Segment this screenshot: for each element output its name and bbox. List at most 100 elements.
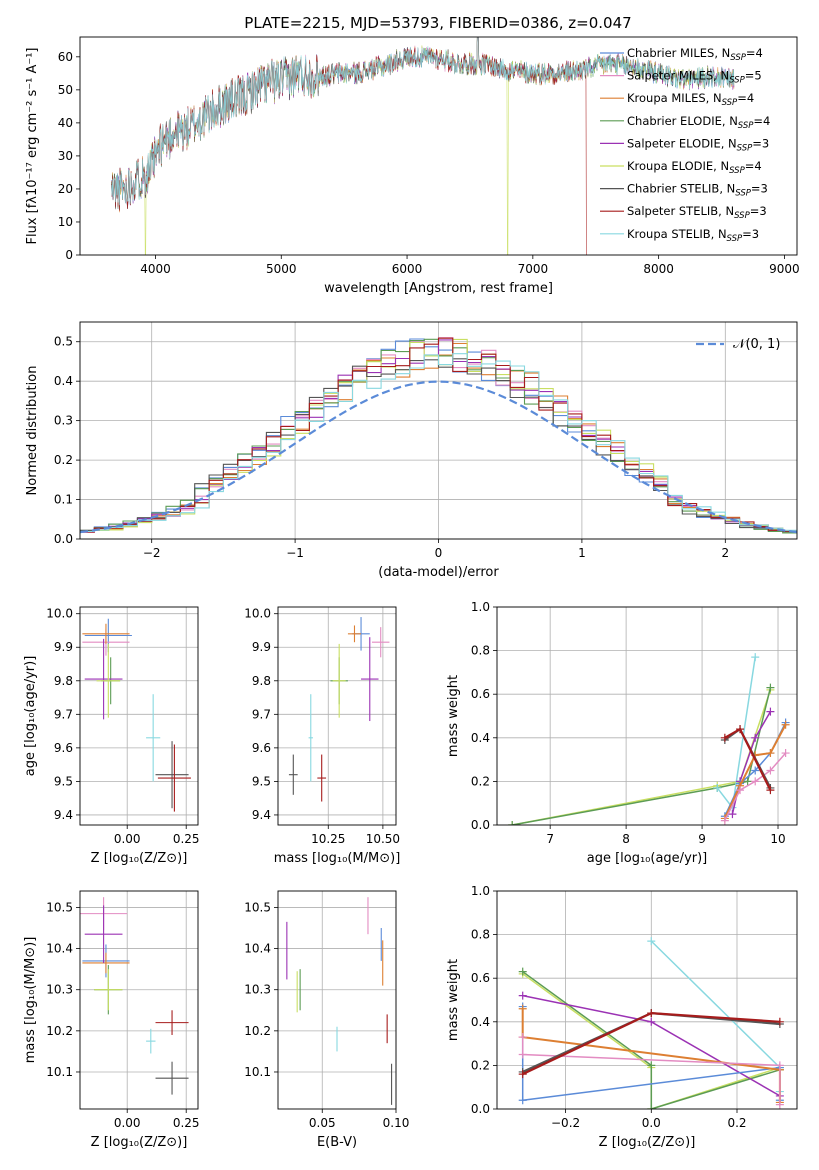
normal-curve <box>80 380 797 534</box>
spectrum-lines <box>111 37 735 255</box>
x-tick-label: 7000 <box>518 262 549 276</box>
y-tick-label: 1.0 <box>471 600 490 614</box>
weight-marker <box>751 733 760 742</box>
y-tick-label: 9.4 <box>252 808 271 822</box>
errorbar-point <box>94 969 123 1011</box>
weight-line-chabrier-elodie <box>522 971 781 1109</box>
errorbar-point <box>146 1028 156 1054</box>
legend-nssp-sub: SSP <box>729 166 745 176</box>
legend-nssp-value: =3 <box>742 227 759 241</box>
weight-line-chabrier-elodie <box>512 687 772 825</box>
legend-model-name: Salpeter STELIB, <box>627 204 725 218</box>
y-tick-label: 10.3 <box>244 983 271 997</box>
y-tick-label: 10.5 <box>46 900 73 914</box>
y-tick-label: 0.8 <box>471 928 490 942</box>
errorbar-point <box>332 643 346 718</box>
x-axis-label: mass [log₁₀(M/M⊙)] <box>274 851 401 866</box>
y-tick-label: 40 <box>58 116 73 130</box>
weight-marker <box>518 1033 527 1042</box>
x-tick-label: −2 <box>143 546 161 560</box>
legend-entry: Salpeter ELODIE, NSSP=3 <box>627 136 769 153</box>
x-axis-label: Z [log₁₀(Z/Z⊙)] <box>91 1135 188 1150</box>
x-tick-label: 0.10 <box>383 1116 410 1130</box>
x-tick-label: 4000 <box>140 262 171 276</box>
weight-marker <box>518 1050 527 1059</box>
legend-model-name: Chabrier ELODIE, <box>627 114 729 128</box>
y-tick-label: 10.0 <box>46 607 73 621</box>
weight-marker <box>508 821 517 825</box>
weight-marker <box>720 733 729 742</box>
x-tick-label: 0.00 <box>114 1116 141 1130</box>
x-tick-label: 9 <box>698 832 706 846</box>
legend-curve-label: 𝒩(0, 1) <box>733 337 780 352</box>
weight-marker <box>766 766 775 775</box>
weight-marker <box>713 783 722 792</box>
weight-marker <box>518 991 527 1000</box>
legend-nssp-prefix: N <box>727 182 736 196</box>
y-tick-label: 9.7 <box>54 707 73 721</box>
errorbars <box>80 897 189 1095</box>
y-tick-label: 50 <box>58 83 73 97</box>
errorbar-point <box>371 627 390 658</box>
weight-marker <box>647 1105 656 1109</box>
x-tick-label: 10 <box>770 832 785 846</box>
weight-marker <box>781 720 790 729</box>
x-axis-label: wavelength [Angstrom, rest frame] <box>324 281 553 296</box>
x-tick-label: 0 <box>435 546 443 560</box>
legend-nssp-sub: SSP <box>734 211 750 221</box>
histograms <box>80 337 797 534</box>
x-tick-label: 10.25 <box>311 832 345 846</box>
y-tick-label: 9.8 <box>54 674 73 688</box>
legend-entry: Salpeter STELIB, NSSP=3 <box>627 204 767 221</box>
y-tick-label: 0.0 <box>471 818 490 832</box>
legend-model-name: Chabrier STELIB, <box>627 182 727 196</box>
weight-marker <box>728 810 737 819</box>
legend-nssp-prefix: N <box>718 227 727 241</box>
legend-nssp-value: =3 <box>752 136 769 150</box>
x-axis-label: E(B-V) <box>317 1135 357 1150</box>
weight-marker <box>781 749 790 758</box>
ebv-mass-plot: 0.05 0.10 10.1 10.2 10.3 10.4 10.5 E(B-V) <box>244 890 410 1150</box>
weight-marker <box>751 766 760 775</box>
errorbar-point <box>157 744 191 812</box>
histogram-kroupa-stelib <box>80 353 797 533</box>
legend-entry: Kroupa STELIB, NSSP=3 <box>627 227 759 244</box>
legend-entry: Chabrier MILES, NSSP=4 <box>627 46 763 63</box>
x-tick-label: 8 <box>622 832 630 846</box>
y-tick-label: 0.8 <box>471 644 490 658</box>
y-tick-label: 10.1 <box>244 1065 271 1079</box>
y-tick-label: 10 <box>58 215 73 229</box>
weight-marker <box>751 653 760 662</box>
errorbar-point <box>84 905 123 963</box>
weight-marker <box>518 967 527 976</box>
residual-histogram-plot: −2 −1 0 1 2 0.0 0.1 0.2 0.3 0.4 0.5 (data-model)/er… <box>25 321 798 580</box>
weight-marker <box>743 777 752 786</box>
errorbar-point <box>96 643 121 718</box>
x-tick-label: 0.00 <box>114 832 141 846</box>
y-tick-label: 10.4 <box>46 942 73 956</box>
y-tick-label: 9.9 <box>252 640 271 654</box>
y-tick-label: 9.4 <box>54 808 73 822</box>
metallicity-massweight-plot: −0.2 0.0 0.2 0.0 0.2 0.4 0.6 0.8 1.0 Z [log₁₀(Z/Z… <box>446 884 798 1150</box>
legend-nssp-value: =4 <box>753 114 770 128</box>
x-tick-label: 6000 <box>392 262 423 276</box>
y-tick-label: 0.3 <box>54 414 73 428</box>
y-tick-label: 10.2 <box>244 1024 271 1038</box>
age-massweight-plot: 7 8 9 10 0.0 0.2 0.4 0.6 0.8 1.0 age [log₁₀(age/yr… <box>446 600 798 866</box>
legend-nssp-sub: SSP <box>722 98 738 108</box>
legend-nssp-prefix: N <box>722 46 731 60</box>
legend-model-name: Salpeter ELODIE, <box>627 136 728 150</box>
legend-nssp-sub: SSP <box>737 143 753 153</box>
weight-marker <box>647 1061 656 1070</box>
weight-marker <box>518 1070 527 1079</box>
legend-entry: Chabrier ELODIE, NSSP=4 <box>627 114 770 131</box>
weight-line-salpeter-miles <box>521 1037 781 1105</box>
y-tick-label: 9.6 <box>54 741 73 755</box>
errorbar-point <box>317 754 327 802</box>
legend-nssp-sub: SSP <box>729 76 745 86</box>
weight-marker <box>775 1100 784 1109</box>
errorbar-point <box>82 623 130 644</box>
legend-nssp-prefix: N <box>720 69 729 83</box>
